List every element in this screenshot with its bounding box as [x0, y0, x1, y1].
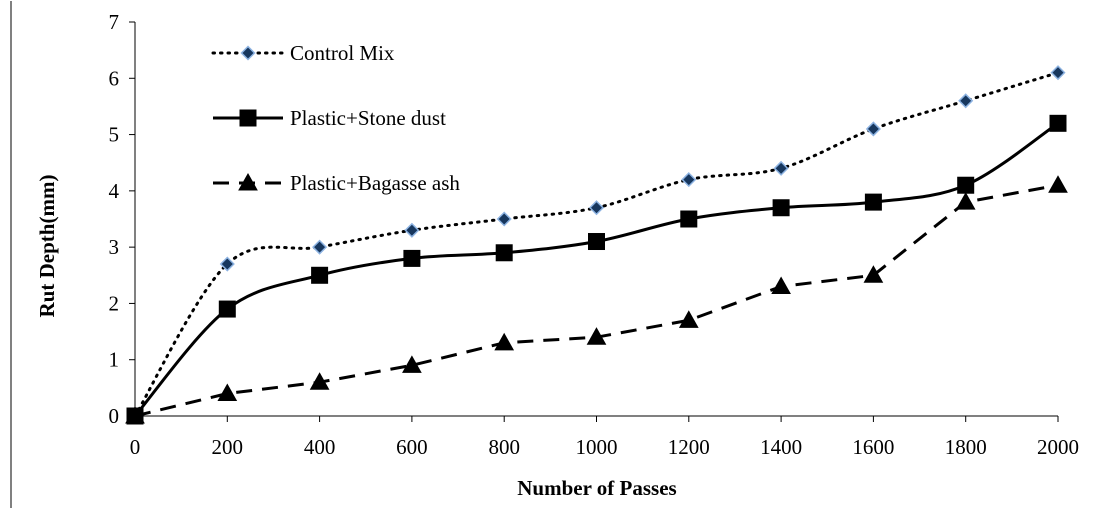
x-axis: 0 200 400 600 800 1000 1200 1400 1600 1800 2000 [130, 415, 1079, 459]
series-2 [125, 175, 1068, 424]
y-tick-label: 1 [109, 348, 120, 372]
data-point [218, 300, 236, 318]
data-point [1049, 114, 1067, 132]
data-point [402, 355, 422, 373]
data-point [495, 244, 513, 262]
legend-label: Plastic+Stone dust [290, 106, 446, 130]
y-tick-label: 4 [109, 179, 120, 203]
x-tick-label: 1600 [852, 435, 894, 459]
x-tick-label: 1400 [760, 435, 802, 459]
data-point [404, 222, 420, 238]
legend-item-2: Plastic+Bagasse ash [213, 171, 460, 195]
x-tick-label: 0 [130, 435, 141, 459]
y-axis: 0 1 2 3 4 5 6 7 [109, 10, 136, 428]
x-tick-label: 200 [212, 435, 244, 459]
data-point [125, 405, 145, 424]
series-line [134, 183, 1059, 418]
data-point [312, 239, 328, 255]
data-point [958, 93, 974, 109]
x-tick-label: 400 [304, 435, 336, 459]
x-tick-label: 2000 [1037, 435, 1079, 459]
data-point [586, 327, 607, 345]
x-tick-label: 1200 [668, 435, 710, 459]
legend-item-1: Plastic+Stone dust [213, 106, 446, 130]
data-point [955, 192, 976, 210]
data-point [311, 266, 329, 284]
series-line [133, 122, 1059, 417]
y-tick-label: 0 [109, 404, 120, 428]
data-point [772, 199, 790, 217]
y-tick-label: 3 [109, 235, 120, 259]
series-layer [125, 65, 1068, 425]
data-point [864, 193, 882, 211]
data-point [494, 332, 515, 351]
data-point [1050, 65, 1066, 81]
x-tick-label: 600 [396, 435, 428, 459]
data-point [865, 121, 881, 137]
data-point [773, 160, 789, 176]
y-tick-label: 5 [109, 123, 120, 147]
series-line [133, 71, 1060, 418]
x-tick-label: 800 [488, 435, 520, 459]
legend-label: Plastic+Bagasse ash [290, 171, 460, 195]
legend-marker [238, 172, 258, 191]
y-tick-label: 6 [109, 66, 120, 90]
data-point [309, 372, 330, 390]
data-point [957, 176, 975, 194]
x-axis-title: Number of Passes [517, 476, 676, 500]
legend-item-0: Control Mix [211, 41, 395, 65]
data-point [771, 276, 791, 295]
data-point [1048, 175, 1068, 193]
data-point [217, 383, 238, 401]
series-1 [126, 114, 1067, 425]
data-point [681, 172, 697, 188]
data-point [680, 210, 698, 228]
data-point [588, 233, 605, 251]
x-tick-label: 1800 [945, 435, 987, 459]
y-tick-label: 2 [109, 291, 120, 315]
data-point [496, 211, 512, 227]
data-point [219, 256, 235, 272]
y-axis-title: Rut Depth(mm) [35, 175, 59, 318]
legend-marker [239, 109, 257, 127]
data-point [678, 310, 699, 328]
legend-marker [240, 45, 256, 61]
data-point [403, 249, 421, 267]
legend-label: Control Mix [290, 41, 395, 65]
data-point [588, 200, 605, 216]
y-tick-label: 7 [109, 10, 120, 34]
x-tick-label: 1000 [576, 435, 618, 459]
data-point [863, 265, 884, 283]
legend: Control Mix Plastic+Stone dust Plastic+Bag… [211, 41, 460, 195]
